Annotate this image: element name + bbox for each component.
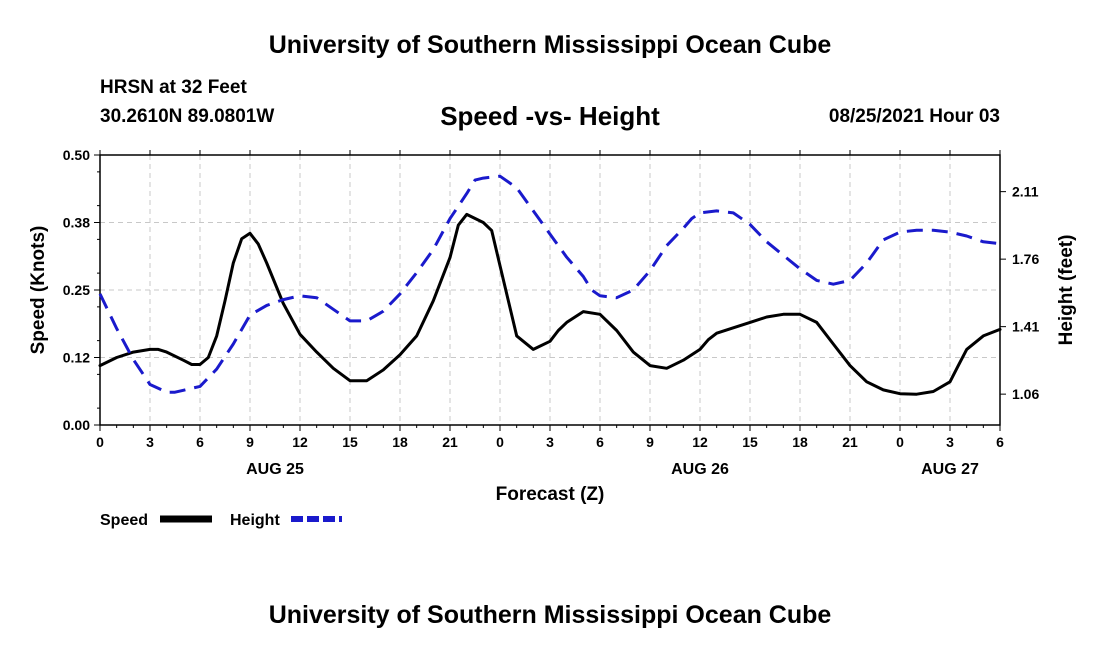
y2-tick-label: 1.76 <box>1012 251 1039 267</box>
x-tick-label: 12 <box>292 434 308 450</box>
station-label: HRSN at 32 Feet <box>100 77 247 98</box>
y2-tick-label: 2.11 <box>1012 184 1039 200</box>
x-tick-label: 6 <box>596 434 604 450</box>
x-tick-label: 3 <box>146 434 154 450</box>
y-tick-label: 0.12 <box>63 350 90 366</box>
x-tick-label: 3 <box>946 434 954 450</box>
y-tick-label: 0.38 <box>63 215 90 231</box>
x-tick-label: 12 <box>692 434 708 450</box>
x-tick-label: 9 <box>646 434 654 450</box>
y-tick-label: 0.50 <box>63 147 90 163</box>
y-tick-label: 0.25 <box>63 282 90 298</box>
x-tick-label: 6 <box>196 434 204 450</box>
x-tick-label: 6 <box>996 434 1004 450</box>
series-line-speed <box>98 212 1002 396</box>
x-axis-label: Forecast (Z) <box>496 484 605 505</box>
x-tick-label: 0 <box>96 434 104 450</box>
coordinates-label: 30.2610N 89.0801W <box>100 106 275 127</box>
x-tick-label: 0 <box>896 434 904 450</box>
legend-label-speed: Speed <box>100 512 148 529</box>
x-tick-label: 21 <box>442 434 458 450</box>
x-tick-label: 9 <box>246 434 254 450</box>
date-label: AUG 27 <box>921 461 979 478</box>
x-tick-label: 15 <box>342 434 358 450</box>
plot-frame <box>99 154 1001 426</box>
x-tick-label: 18 <box>792 434 808 450</box>
bottom-title: University of Southern Mississippi Ocean… <box>268 601 832 629</box>
x-tick-label: 15 <box>742 434 758 450</box>
y2-axis-label: Height (feet) <box>1056 235 1077 346</box>
top-title: University of Southern Mississippi Ocean… <box>268 31 832 59</box>
x-tick-label: 3 <box>546 434 554 450</box>
y-axis-label: Speed (Knots) <box>28 226 49 355</box>
chart-title: Speed -vs- Height <box>440 101 660 131</box>
series-line-height <box>98 174 1001 394</box>
date-label: AUG 26 <box>671 461 729 478</box>
run-date-label: 08/25/2021 Hour 03 <box>828 106 1000 127</box>
x-tick-label: 21 <box>842 434 858 450</box>
date-label: AUG 25 <box>246 461 304 478</box>
y2-tick-label: 1.06 <box>1012 386 1039 402</box>
x-tick-label: 18 <box>392 434 408 450</box>
x-tick-label: 0 <box>496 434 504 450</box>
legend-label-height: Height <box>230 512 280 529</box>
y-tick-label: 0.00 <box>63 417 90 433</box>
y2-tick-label: 1.41 <box>1012 319 1039 335</box>
